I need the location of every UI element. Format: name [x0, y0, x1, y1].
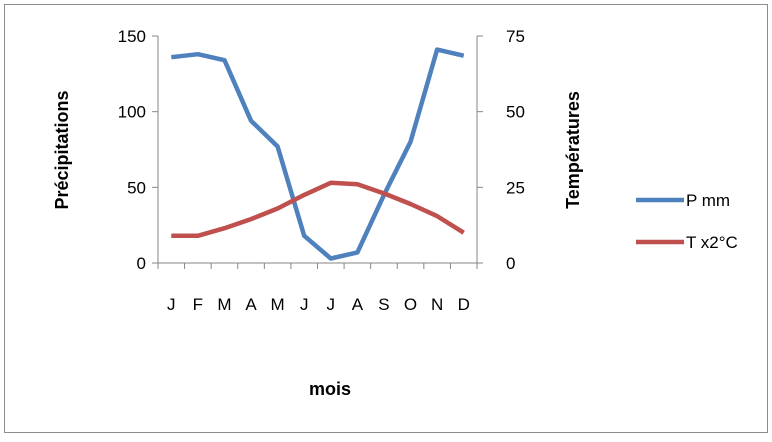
x-tick-label: F: [193, 295, 203, 314]
x-tick-label: M: [271, 295, 285, 314]
y-axis-title-right: Températures: [563, 91, 583, 209]
y-tick-label-right: 25: [506, 178, 525, 197]
y-tick-label-right: 75: [506, 27, 525, 46]
x-tick-label: J: [327, 295, 336, 314]
y-tick-label-left: 150: [118, 27, 146, 46]
y-axis-title-left: Précipitations: [52, 90, 72, 209]
legend: P mm T x2°C: [636, 191, 738, 252]
chart-border: [4, 4, 768, 433]
series-line-t: [171, 180, 465, 239]
x-tick-label: A: [352, 295, 364, 314]
x-tick-label: O: [404, 295, 417, 314]
x-tick-label: J: [167, 295, 176, 314]
y-ticks-right: 0 25 50 75: [477, 27, 525, 273]
series-line-p: [171, 47, 465, 261]
legend-label: P mm: [686, 191, 730, 210]
series-layer: [171, 47, 465, 261]
x-tick-label: N: [431, 295, 443, 314]
y-tick-label-right: 50: [506, 103, 525, 122]
x-tick-label: S: [378, 295, 389, 314]
x-tick-label: D: [458, 295, 470, 314]
x-tick-label: A: [245, 295, 257, 314]
y-tick-label-left: 50: [127, 178, 146, 197]
x-tick-label: J: [300, 295, 309, 314]
legend-label: T x2°C: [686, 233, 738, 252]
y-tick-label-right: 0: [506, 254, 515, 273]
y-tick-label-left: 0: [137, 254, 146, 273]
y-tick-label-left: 100: [118, 103, 146, 122]
y-ticks-left: 0 50 100 150: [118, 27, 158, 273]
x-tick-label: M: [217, 295, 231, 314]
x-axis-title: mois: [309, 379, 351, 399]
